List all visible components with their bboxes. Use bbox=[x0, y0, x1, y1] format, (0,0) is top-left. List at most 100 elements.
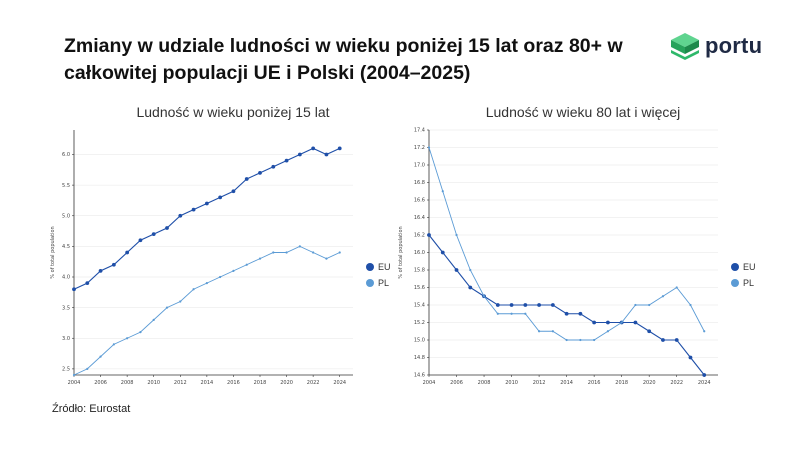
data-point-eu bbox=[178, 213, 183, 218]
y-tick-label: 5.5 bbox=[62, 183, 70, 189]
data-point-pl bbox=[606, 330, 610, 333]
data-point-pl bbox=[675, 286, 678, 289]
y-axis-title: % of total population bbox=[50, 226, 56, 278]
data-point-pl bbox=[192, 288, 195, 291]
x-tick-label: 2006 bbox=[450, 380, 463, 386]
legend-label-pl: PL bbox=[378, 278, 389, 288]
data-point-pl bbox=[272, 251, 275, 254]
y-tick-label: 17.2 bbox=[414, 145, 425, 151]
y-tick-label: 4.5 bbox=[62, 244, 70, 250]
x-tick-label: 2008 bbox=[478, 380, 491, 386]
y-tick-label: 4.0 bbox=[62, 275, 70, 281]
data-point-eu bbox=[578, 311, 583, 316]
data-point-pl bbox=[496, 312, 499, 315]
data-point-eu bbox=[284, 158, 289, 163]
x-tick-label: 2010 bbox=[505, 380, 518, 386]
chart-80-plus: 14.6 14.8 15.0 15.2 15.4 15.6 15.8 16.0 16.2 16.4… bbox=[398, 128, 756, 386]
data-point-pl bbox=[427, 146, 431, 149]
y-tick-label: 15.2 bbox=[414, 320, 425, 326]
data-point-pl bbox=[579, 338, 582, 342]
data-point-pl bbox=[179, 300, 182, 303]
legend-marker-eu bbox=[731, 263, 739, 271]
data-point-pl bbox=[298, 245, 301, 248]
x-tick-label: 2004 bbox=[68, 380, 81, 386]
x-tick-label: 2014 bbox=[200, 380, 213, 386]
series-line-pl bbox=[428, 147, 705, 341]
data-point-pl bbox=[620, 321, 623, 324]
chart-title-80-plus: Ludność w wieku 80 lat i więcej bbox=[485, 104, 681, 120]
data-point-pl bbox=[524, 312, 527, 315]
y-tick-label: 2.5 bbox=[62, 367, 70, 373]
data-point-pl bbox=[126, 337, 129, 340]
y-tick-label: 3.5 bbox=[62, 305, 70, 311]
x-tick-label: 2022 bbox=[307, 380, 320, 386]
data-point-pl bbox=[482, 295, 486, 298]
logo-cube-icon bbox=[671, 33, 699, 60]
data-point-pl bbox=[112, 343, 115, 346]
y-tick-label: 15.6 bbox=[414, 285, 425, 291]
x-tick-label: 2016 bbox=[227, 380, 240, 386]
data-point-eu bbox=[592, 320, 597, 325]
data-point-eu bbox=[427, 233, 431, 237]
legend-marker-eu bbox=[366, 263, 374, 271]
data-point-pl bbox=[510, 312, 513, 315]
x-tick-label: 2020 bbox=[643, 380, 656, 386]
x-tick-label: 2018 bbox=[254, 380, 267, 386]
data-point-eu bbox=[218, 195, 223, 200]
chart-title-under-15: Ludność w wieku poniżej 15 lat bbox=[136, 104, 330, 120]
data-point-pl bbox=[455, 233, 458, 237]
data-point-eu bbox=[633, 320, 638, 325]
data-point-eu bbox=[98, 268, 103, 273]
y-tick-label: 6.0 bbox=[62, 152, 70, 158]
data-point-pl bbox=[537, 330, 541, 333]
data-point-eu bbox=[138, 238, 143, 243]
data-point-eu bbox=[125, 250, 130, 255]
data-point-pl bbox=[205, 282, 208, 285]
data-point-eu bbox=[550, 303, 555, 307]
y-tick-label: 15.8 bbox=[414, 268, 425, 274]
data-point-eu bbox=[509, 303, 514, 307]
legend-label-pl: PL bbox=[743, 278, 754, 288]
data-point-eu bbox=[454, 268, 459, 272]
data-point-pl bbox=[703, 330, 706, 333]
x-tick-label: 2012 bbox=[174, 380, 187, 386]
data-point-pl bbox=[99, 355, 102, 358]
x-tick-label: 2010 bbox=[147, 380, 160, 386]
y-tick-label: 16.2 bbox=[414, 233, 425, 239]
data-point-pl bbox=[139, 331, 142, 334]
data-point-eu bbox=[244, 177, 249, 181]
y-tick-label: 16.4 bbox=[414, 215, 425, 221]
x-tick-label: 2020 bbox=[280, 380, 293, 386]
y-tick-label: 16.6 bbox=[414, 198, 425, 204]
data-point-pl bbox=[219, 275, 222, 279]
data-point-pl bbox=[285, 251, 288, 254]
data-point-pl bbox=[469, 268, 472, 272]
x-tick-label: 2018 bbox=[615, 380, 628, 386]
data-point-pl bbox=[551, 330, 554, 333]
data-point-pl bbox=[232, 269, 235, 272]
data-point-eu bbox=[324, 152, 329, 157]
data-point-pl bbox=[441, 190, 444, 193]
data-point-pl bbox=[165, 306, 169, 309]
data-point-pl bbox=[325, 257, 328, 260]
data-point-eu bbox=[647, 329, 652, 334]
data-point-eu bbox=[165, 226, 169, 230]
x-tick-label: 2012 bbox=[533, 380, 546, 386]
data-point-eu bbox=[271, 164, 276, 169]
x-tick-label: 2004 bbox=[423, 380, 436, 386]
x-tick-label: 2022 bbox=[670, 380, 683, 386]
data-point-eu bbox=[85, 281, 90, 286]
data-point-eu bbox=[204, 201, 209, 206]
data-point-eu bbox=[72, 287, 76, 292]
data-point-eu bbox=[523, 303, 528, 307]
data-point-pl bbox=[689, 303, 692, 307]
y-tick-label: 17.0 bbox=[414, 163, 425, 169]
data-point-eu bbox=[468, 285, 473, 290]
data-point-eu bbox=[702, 373, 707, 377]
data-point-eu bbox=[495, 303, 500, 307]
data-point-pl bbox=[245, 263, 248, 266]
y-axis-title: % of total population bbox=[398, 226, 404, 278]
y-tick-label: 15.0 bbox=[414, 338, 425, 344]
data-point-pl bbox=[565, 338, 568, 342]
x-tick-label: 2024 bbox=[333, 380, 346, 386]
